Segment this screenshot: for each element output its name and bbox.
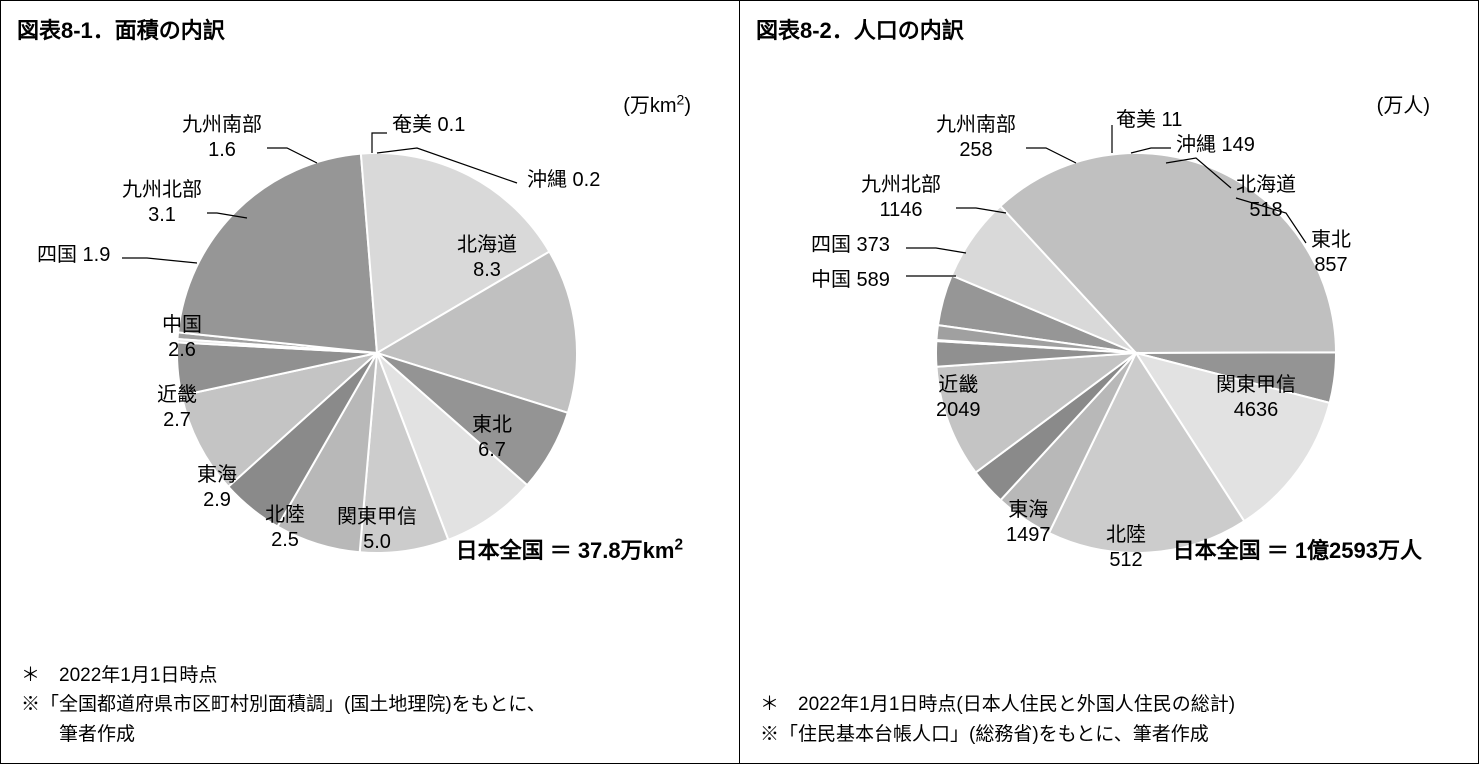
pie-svg: [756, 53, 1462, 573]
leader-line: [906, 248, 966, 253]
area-footnotes: ＊ 2022年1月1日時点※「全国都道府県市区町村別面積調」(国土地理院)をもと…: [21, 661, 719, 749]
footnote-line: ※「住民基本台帳人口」(総務省)をもとに、筆者作成: [760, 720, 1458, 749]
panel-population: 図表8-2．人口の内訳 (万人) 日本全国 ＝ 1億2593万人 北海道 518…: [740, 0, 1479, 764]
footnote-line: ※「全国都道府県市区町村別面積調」(国土地理院)をもとに、: [21, 690, 719, 719]
panel-area-title: 図表8-1．面積の内訳: [17, 13, 723, 45]
pie-chart-population: 日本全国 ＝ 1億2593万人 北海道 518東北 857関東甲信 4636北陸…: [756, 53, 1462, 573]
pop-total: 日本全国 ＝ 1億2593万人: [1173, 533, 1422, 565]
pie-svg: [17, 53, 723, 573]
leader-line: [267, 148, 317, 163]
leader-line: [1026, 148, 1076, 163]
leader-line: [372, 133, 387, 153]
footnote-line: ＊ 2022年1月1日時点(日本人住民と外国人住民の総計): [760, 690, 1458, 719]
footnote-line: ＊ 2022年1月1日時点: [21, 661, 719, 690]
panel-pop-title: 図表8-2．人口の内訳: [756, 13, 1462, 45]
pie-chart-area: 日本全国 ＝ 37.8万km2 沖縄 0.2北海道 8.3東北 6.7関東甲信 …: [17, 53, 723, 573]
leader-line: [122, 258, 197, 263]
figure-container: 図表8-1．面積の内訳 (万km2) 日本全国 ＝ 37.8万km2 沖縄 0.…: [0, 0, 1479, 764]
footnote-line: 筆者作成: [21, 720, 719, 749]
pie-slice-北海道: [178, 154, 377, 353]
panel-area: 図表8-1．面積の内訳 (万km2) 日本全国 ＝ 37.8万km2 沖縄 0.…: [0, 0, 740, 764]
pop-footnotes: ＊ 2022年1月1日時点(日本人住民と外国人住民の総計)※「住民基本台帳人口」…: [760, 690, 1458, 749]
area-total: 日本全国 ＝ 37.8万km2: [456, 533, 683, 565]
